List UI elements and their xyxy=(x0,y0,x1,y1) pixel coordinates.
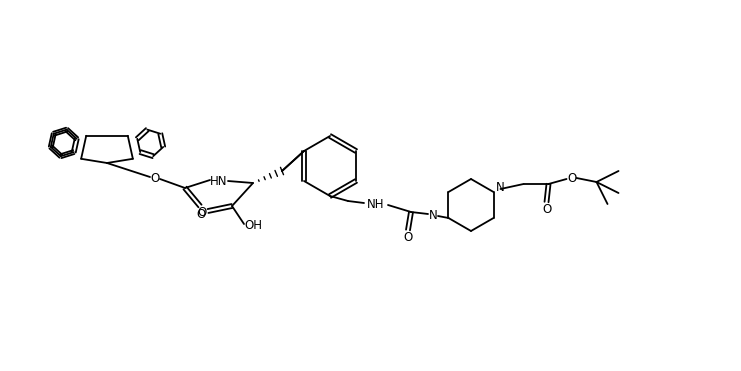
Text: OH: OH xyxy=(244,219,262,232)
Text: NH: NH xyxy=(368,197,385,210)
Text: HN: HN xyxy=(210,174,227,187)
Text: O: O xyxy=(197,206,207,219)
Text: O: O xyxy=(150,171,159,184)
Text: O: O xyxy=(567,171,576,184)
Text: O: O xyxy=(542,203,551,216)
Text: N: N xyxy=(496,181,505,194)
Text: N: N xyxy=(428,209,437,221)
Text: O: O xyxy=(403,230,413,243)
Text: O: O xyxy=(196,207,205,220)
